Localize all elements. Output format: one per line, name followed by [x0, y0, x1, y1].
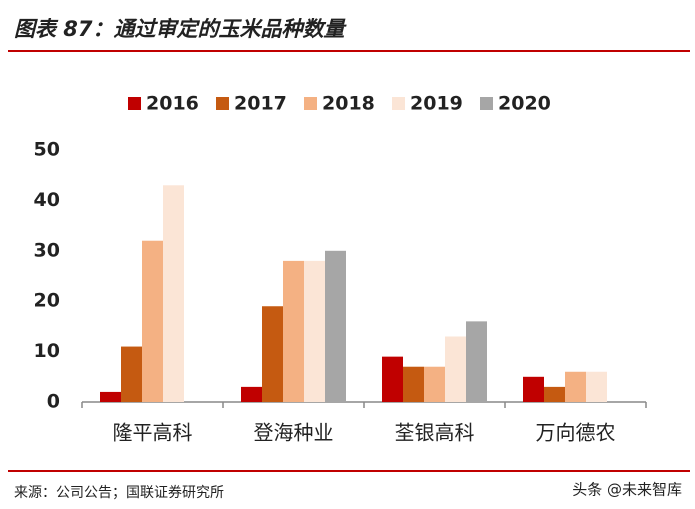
y-tick-label: 40: [34, 189, 60, 211]
bar: [466, 321, 487, 402]
source-note: 来源：公司公告；国联证券研究所: [14, 485, 224, 501]
bar: [403, 366, 424, 402]
legend-label: 2017: [234, 93, 287, 115]
bar: [283, 260, 304, 402]
bar: [523, 376, 544, 402]
bar: [544, 386, 565, 402]
y-tick-label: 0: [47, 391, 60, 413]
y-tick-label: 30: [34, 239, 60, 261]
legend-swatch: [480, 97, 493, 110]
x-tick-label: 登海种业: [254, 421, 334, 445]
bar: [424, 366, 445, 402]
legend-swatch: [304, 97, 317, 110]
y-tick-label: 10: [34, 340, 60, 362]
legend-label: 2016: [146, 93, 199, 115]
bar: [445, 336, 466, 402]
y-tick-label: 20: [34, 290, 60, 312]
bar: [262, 306, 283, 402]
legend-swatch: [216, 97, 229, 110]
bar: [382, 356, 403, 402]
bar: [565, 371, 586, 402]
bar: [100, 391, 121, 402]
legend-label: 2019: [410, 93, 463, 115]
bar: [325, 250, 346, 402]
bar: [142, 240, 163, 402]
bar: [586, 371, 607, 402]
bar: [121, 346, 142, 402]
y-tick-label: 50: [34, 139, 60, 161]
legend-swatch: [128, 97, 141, 110]
legend-label: 2020: [498, 93, 551, 115]
x-tick-label: 隆平高科: [113, 421, 193, 445]
chart-title: 图表 87：通过审定的玉米品种数量: [14, 17, 348, 41]
bar: [304, 260, 325, 402]
legend-label: 2018: [322, 93, 375, 115]
x-tick-label: 万向德农: [536, 421, 616, 445]
bar: [241, 386, 262, 402]
x-tick-label: 荃银高科: [395, 421, 475, 445]
bar: [163, 185, 184, 402]
watermark: 头条 @未来智库: [572, 481, 682, 499]
legend-swatch: [392, 97, 405, 110]
